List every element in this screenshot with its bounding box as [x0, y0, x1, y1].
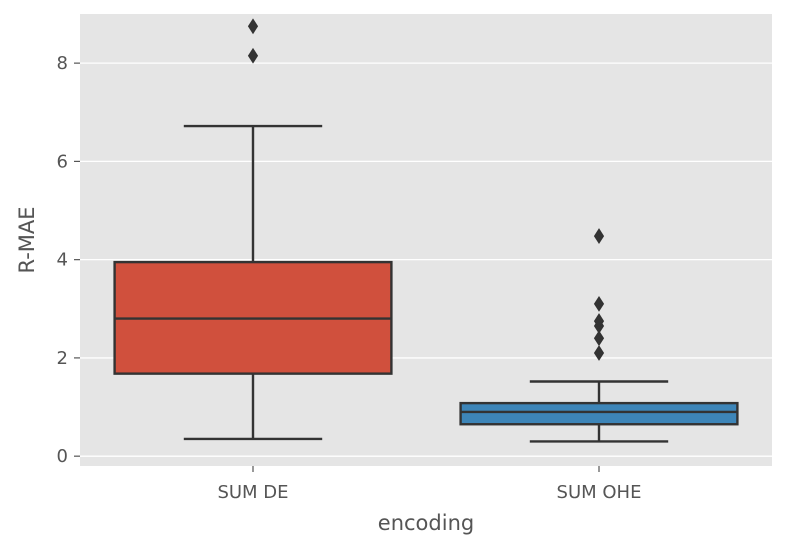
x-tick-label: SUM OHE	[557, 482, 642, 503]
y-axis-label: R-MAE	[15, 206, 39, 273]
outlier-point	[593, 345, 605, 361]
y-tick-label: 0	[57, 446, 68, 467]
box-group-sum-ohe	[459, 228, 739, 443]
outlier-point	[247, 47, 259, 64]
y-tick-label: 4	[57, 250, 68, 271]
box-group-sum-de	[113, 18, 393, 441]
x-axis-label: encoding	[378, 511, 474, 535]
outlier-point	[593, 313, 605, 329]
plot-background	[80, 14, 772, 466]
boxes	[113, 18, 739, 443]
outlier-point	[247, 18, 259, 35]
x-tick-label: SUM DE	[217, 482, 288, 503]
iqr-box	[459, 401, 739, 426]
outlier-point	[593, 228, 605, 244]
outlier-point	[593, 295, 605, 312]
axes: 0 2 4 6 8 SUM DE SUM OHE	[57, 53, 642, 503]
y-tick-label: 2	[57, 348, 68, 369]
outlier-point	[593, 330, 605, 347]
y-tick-label: 8	[57, 53, 68, 74]
y-tick-label: 6	[57, 151, 68, 172]
